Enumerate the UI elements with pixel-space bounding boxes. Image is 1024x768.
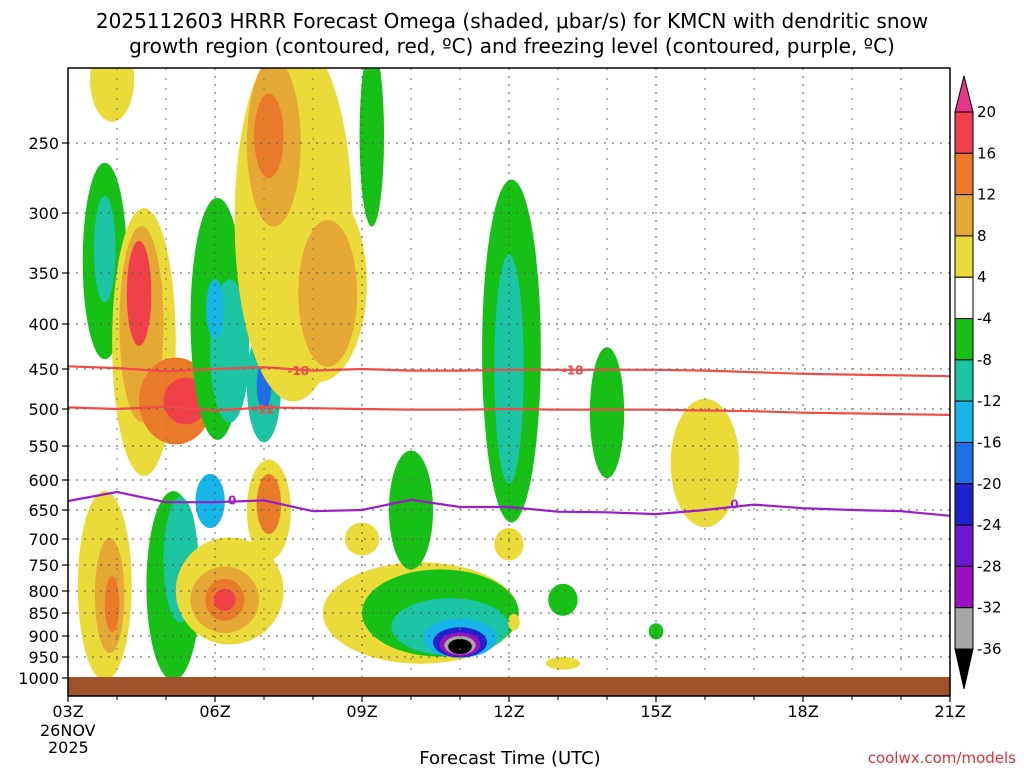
colorbar-label: -4 — [977, 310, 992, 328]
y-tick-label: 800 — [28, 582, 59, 601]
contour-label: -18 — [287, 364, 309, 378]
y-tick-label: 700 — [28, 530, 59, 549]
omega-cell — [359, 68, 385, 227]
x-tick-label: 09Z — [346, 702, 377, 721]
y-tick-label: 500 — [28, 400, 59, 419]
x-tick-label: 03Z — [52, 702, 83, 721]
omega-cell — [90, 68, 135, 122]
x-tick-label: 12Z — [493, 702, 524, 721]
colorbar-swatch — [954, 276, 974, 320]
colorbar-label: -36 — [977, 640, 1002, 658]
x-tick-label: 15Z — [640, 702, 671, 721]
colorbar-swatch-max — [954, 75, 974, 113]
colorbar-swatch — [954, 194, 974, 237]
colorbar-label: -12 — [977, 392, 1002, 410]
ground-layer — [68, 677, 950, 696]
colorbar-label: 16 — [977, 144, 996, 162]
colorbar-label: 20 — [977, 103, 996, 121]
chart-title-line-2: growth region (contoured, red, ºC) and f… — [129, 34, 895, 58]
dgz-bottom-contour — [68, 405, 950, 416]
y-tick-label: 250 — [28, 134, 59, 153]
omega-cell — [254, 93, 284, 179]
colorbar-label: 12 — [977, 186, 996, 204]
y-tick-label: 300 — [28, 204, 59, 223]
y-tick-label: 450 — [28, 360, 59, 379]
omega-cell — [104, 576, 120, 633]
y-tick-label: 400 — [28, 315, 59, 334]
omega-cell — [214, 588, 236, 611]
freezing-level-contour — [68, 490, 950, 517]
temperature-contours: -18 -18 -12 0 0 — [68, 363, 950, 517]
colorbar-swatch — [954, 359, 974, 402]
y-tick-label: 350 — [28, 264, 59, 283]
colorbar-label: -8 — [977, 351, 992, 369]
x-axis-title: Forecast Time (UTC) — [419, 748, 600, 768]
contour-label: -18 — [562, 363, 584, 377]
date-label-day: 26NOV — [40, 721, 96, 740]
colorbar: 20 16 12 8 4 -4 -8 -12 -16 -20 -24 -28 -32 -36 — [954, 75, 1002, 690]
y-tick-label: 950 — [28, 648, 59, 667]
y-tick-label: 1000 — [18, 669, 59, 688]
y-tick-label: 600 — [28, 471, 59, 490]
y-axis: 250 300 350 400 450 500 550 600 650 700 750 800 850 9… — [18, 134, 68, 688]
colorbar-swatch-min — [954, 648, 974, 690]
colorbar-label: -20 — [977, 475, 1002, 493]
colorbar-swatch — [954, 152, 974, 196]
contour-label: 0 — [228, 493, 236, 507]
omega-cell — [670, 398, 740, 528]
omega-cell — [548, 583, 578, 616]
x-tick-label: 18Z — [787, 702, 818, 721]
omega-cell — [195, 473, 225, 529]
colorbar-swatch — [954, 441, 974, 485]
colorbar-label: -24 — [977, 516, 1002, 534]
colorbar-label: -16 — [977, 433, 1002, 451]
chart-title-line-1: 2025112603 HRRR Forecast Omega (shaded, … — [96, 9, 928, 33]
x-tick-label: 06Z — [199, 702, 230, 721]
omega-cell — [256, 474, 282, 534]
omega-cell — [589, 347, 625, 479]
omega-cell — [545, 657, 581, 670]
omega-cell — [344, 522, 380, 556]
x-tick-label: 21Z — [934, 702, 965, 721]
credit-link[interactable]: coolwx.com/models — [868, 749, 1016, 767]
contour-label: 0 — [730, 498, 738, 512]
omega-cell — [494, 528, 524, 561]
omega-cell — [448, 638, 472, 655]
colorbar-label: -32 — [977, 599, 1002, 617]
omega-cell — [126, 240, 152, 346]
omega-shading — [77, 68, 740, 681]
contour-label: -12 — [253, 403, 275, 417]
colorbar-label: 8 — [977, 227, 987, 245]
x-axis: 03Z 06Z 09Z 12Z 15Z 18Z 21Z — [52, 696, 966, 721]
colorbar-swatch — [954, 400, 974, 443]
omega-cell — [648, 623, 664, 640]
colorbar-swatch — [954, 607, 974, 650]
colorbar-swatch — [954, 111, 974, 154]
dgz-top-contour — [68, 365, 950, 378]
date-label-year: 2025 — [48, 738, 89, 757]
colorbar-swatch — [954, 524, 974, 567]
y-tick-label: 900 — [28, 627, 59, 646]
y-tick-label: 650 — [28, 501, 59, 520]
colorbar-label: 4 — [977, 268, 987, 286]
y-tick-label: 750 — [28, 556, 59, 575]
y-tick-label: 550 — [28, 437, 59, 456]
omega-cell — [93, 195, 116, 303]
y-tick-label: 850 — [28, 604, 59, 623]
omega-cell — [298, 219, 358, 367]
colorbar-label: -28 — [977, 557, 1002, 575]
colorbar-swatch — [954, 483, 974, 526]
colorbar-swatch — [954, 565, 974, 609]
omega-cell — [508, 613, 520, 631]
colorbar-swatch — [954, 235, 974, 278]
colorbar-swatch — [954, 318, 974, 361]
